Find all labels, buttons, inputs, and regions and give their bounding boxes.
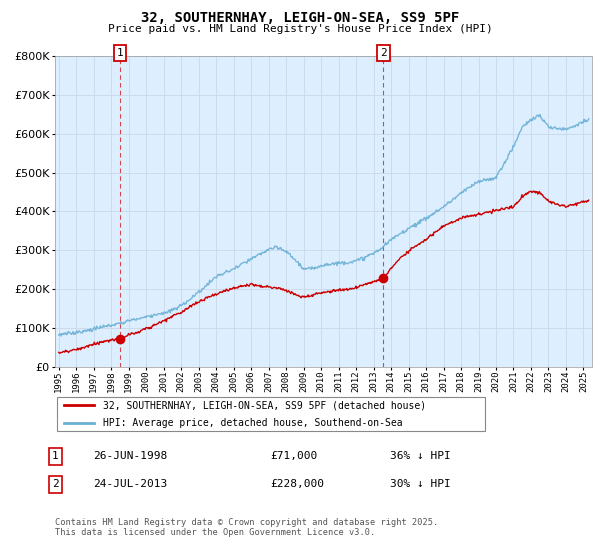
Text: 26-JUN-1998: 26-JUN-1998 <box>93 451 167 461</box>
Text: Price paid vs. HM Land Registry's House Price Index (HPI): Price paid vs. HM Land Registry's House … <box>107 24 493 34</box>
Text: 1: 1 <box>52 451 59 461</box>
Text: 1: 1 <box>116 48 123 58</box>
Text: Contains HM Land Registry data © Crown copyright and database right 2025.
This d: Contains HM Land Registry data © Crown c… <box>55 518 439 538</box>
Text: 2: 2 <box>380 48 387 58</box>
Text: £71,000: £71,000 <box>270 451 317 461</box>
Text: £228,000: £228,000 <box>270 479 324 489</box>
Text: 30% ↓ HPI: 30% ↓ HPI <box>390 479 451 489</box>
Text: HPI: Average price, detached house, Southend-on-Sea: HPI: Average price, detached house, Sout… <box>103 418 403 428</box>
Text: 2: 2 <box>52 479 59 489</box>
Text: 24-JUL-2013: 24-JUL-2013 <box>93 479 167 489</box>
Text: 32, SOUTHERNHAY, LEIGH-ON-SEA, SS9 5PF (detached house): 32, SOUTHERNHAY, LEIGH-ON-SEA, SS9 5PF (… <box>103 400 426 410</box>
FancyBboxPatch shape <box>58 396 485 431</box>
Text: 32, SOUTHERNHAY, LEIGH-ON-SEA, SS9 5PF: 32, SOUTHERNHAY, LEIGH-ON-SEA, SS9 5PF <box>141 11 459 25</box>
Text: 36% ↓ HPI: 36% ↓ HPI <box>390 451 451 461</box>
